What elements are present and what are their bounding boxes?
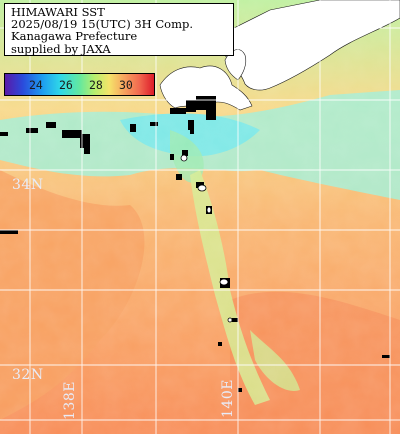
title-line-3: Kanagawa Prefecture (11, 29, 138, 44)
map-title-box: HIMAWARI SST 2025/08/19 15(UTC) 3H Comp.… (4, 3, 234, 56)
lat-label-32n: 32N (12, 367, 44, 383)
title-line-4: supplied by JAXA (11, 41, 111, 56)
title-line-1: HIMAWARI SST (11, 5, 105, 19)
colorbar-tick-26: 26 (59, 78, 73, 92)
lon-label-138e: 138E (62, 381, 78, 420)
land-izu-sagami (159, 65, 253, 111)
colorbar-tick-28: 28 (89, 78, 103, 92)
cloud-mask (0, 96, 390, 392)
lat-label-34n: 34N (12, 177, 44, 193)
sst-colorbar: 24 26 28 30 (4, 73, 155, 96)
lon-label-140e: 140E (220, 379, 236, 418)
colorbar-tick-24: 24 (29, 78, 43, 92)
colorbar-tick-30: 30 (119, 78, 133, 92)
land-boso (209, 0, 400, 91)
title-line-2: 2025/08/19 15(UTC) 3H Comp. (11, 17, 194, 32)
islands (180, 154, 233, 323)
colorbar-gradient (5, 74, 154, 95)
land-miura (224, 49, 247, 81)
